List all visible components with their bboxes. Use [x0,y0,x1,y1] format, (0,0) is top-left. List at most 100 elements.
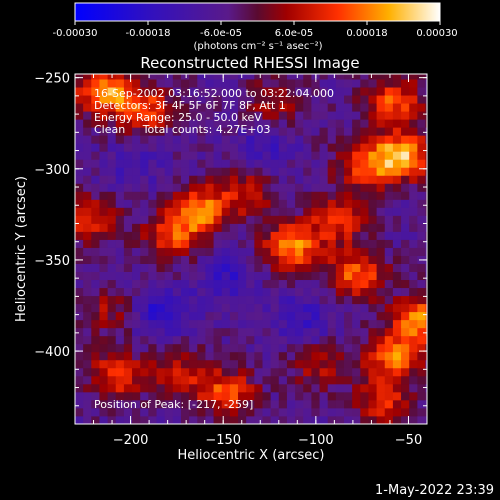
heatmap-cell [132,311,141,321]
heatmap-cell [417,375,426,385]
heatmap-cell [360,207,369,216]
heatmap-cell [352,319,361,329]
heatmap-cell [311,271,320,281]
heatmap-cell [278,207,288,216]
heatmap-cell [246,111,255,120]
heatmap-cell [99,191,108,200]
heatmap-cell [132,383,141,393]
heatmap-cell [286,183,296,192]
heatmap-cell [254,175,263,184]
heatmap-cell [213,351,223,361]
heatmap-cell [148,343,157,353]
heatmap-cell [140,159,149,168]
heatmap-cell [360,74,369,80]
heatmap-cell [115,391,125,401]
heatmap-cell [295,287,304,297]
heatmap-cell [270,175,280,184]
heatmap-cell [164,111,174,120]
heatmap-cell [270,191,280,200]
heatmap-cell [205,335,214,345]
heatmap-cell [140,311,149,321]
heatmap-cell [107,135,117,144]
heatmap-cell [360,103,369,112]
heatmap-cell [107,303,117,313]
heatmap-cell [278,159,288,168]
heatmap-cell [311,255,320,264]
heatmap-cell [189,247,198,256]
heatmap-cell [360,215,369,224]
heatmap-cell [360,191,369,200]
heatmap-cell [368,127,378,136]
heatmap-cell [303,271,312,281]
heatmap-cell [368,351,378,361]
heatmap-cell [107,127,117,136]
heatmap-cell [335,311,345,321]
heatmap-cell [189,87,198,96]
heatmap-cell [392,239,402,248]
heatmap-cell [221,391,231,401]
heatmap-cell [238,415,247,424]
heatmap-cell [352,295,361,305]
heatmap-cell [75,103,84,112]
heatmap-cell [344,407,353,417]
heatmap-cell [327,74,337,80]
heatmap-cell [368,87,378,96]
heatmap-cell [156,311,166,321]
heatmap-cell [132,119,141,128]
heatmap-cell [286,111,296,120]
heatmap-cell [319,263,329,272]
heatmap-cell [368,407,378,417]
heatmap-cell [327,199,337,208]
heatmap-cell [205,159,214,168]
heatmap-cell [335,335,345,345]
heatmap-cell [425,311,427,321]
heatmap-cell [344,247,353,256]
heatmap-cell [99,359,108,369]
heatmap-cell [286,367,296,377]
heatmap-cell [91,135,100,144]
heatmap-cell [172,391,182,401]
heatmap-cell [180,263,190,272]
heatmap-cell [180,391,190,401]
heatmap-cell [392,375,402,385]
heatmap-cell [344,415,353,424]
heatmap-cell [384,215,394,224]
heatmap-cell [392,231,402,240]
heatmap-cell [409,407,418,417]
heatmap-cell [262,95,272,104]
heatmap-cell [327,255,337,264]
heatmap-cell [75,343,84,353]
heatmap-cell [221,327,231,337]
heatmap-cell [83,199,92,208]
heatmap-cell [384,271,394,281]
heatmap-cell [295,351,304,361]
heatmap-cell [303,199,312,208]
heatmap-cell [327,175,337,184]
heatmap-cell [319,367,329,377]
heatmap-cell [115,231,125,240]
heatmap-cell [75,191,84,200]
heatmap-cell [213,231,223,240]
heatmap-cell [303,351,312,361]
heatmap-cell [344,375,353,385]
heatmap-cell [238,111,247,120]
time-range-text: 16-Sep-2002 03:16:52.000 to 03:22:04.000 [94,87,334,100]
heatmap-cell [213,415,223,424]
heatmap-cell [270,239,280,248]
heatmap-cell [352,159,361,168]
heatmap-cell [156,319,166,329]
heatmap-cell [148,375,157,385]
heatmap-cell [262,239,272,248]
colorbar-tick-label: -6.0e-05 [200,28,242,39]
heatmap-cell [368,367,378,377]
heatmap-cell [401,231,410,240]
heatmap-cell [83,287,92,297]
heatmap-cell [278,311,288,321]
heatmap-cell [83,271,92,281]
heatmap-cell [327,399,337,409]
heatmap-cell [278,295,288,305]
heatmap-cell [376,327,386,337]
heatmap-cell [238,127,247,136]
heatmap-cell [311,399,320,409]
heatmap-cell [115,375,125,385]
